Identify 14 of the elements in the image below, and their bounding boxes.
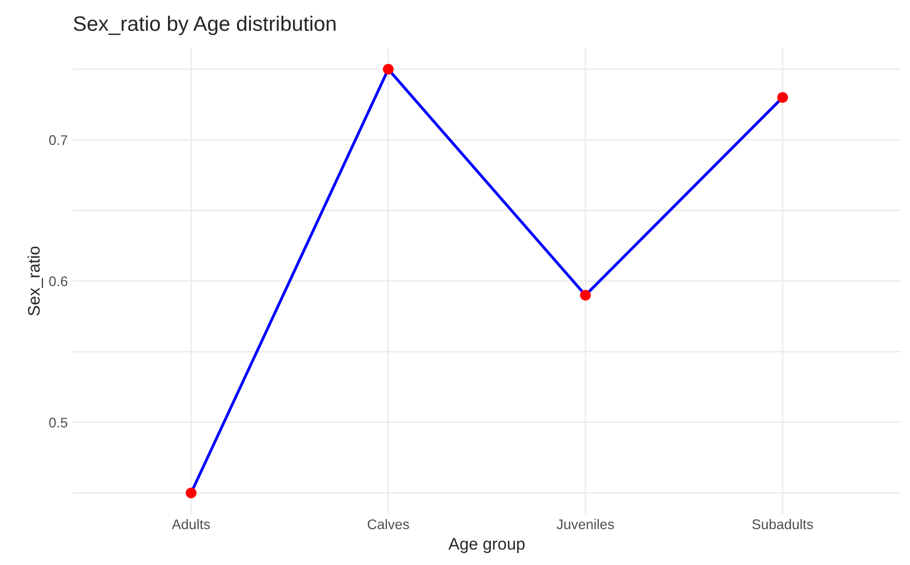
y-tick-label: 0.7 (49, 135, 68, 146)
point (186, 488, 196, 498)
point (777, 92, 788, 103)
x-tick-label: Subadults (752, 519, 813, 530)
x-tick-label: Adults (172, 519, 210, 530)
x-tick-label: Calves (368, 519, 409, 530)
y-axis-title: Sex_ratio (28, 246, 43, 316)
point (580, 290, 591, 301)
y-tick-label: 0.6 (49, 276, 68, 286)
x-axis-title: Age group (448, 538, 525, 554)
chart-title: Sex_ratio by Age distribution (74, 16, 336, 36)
x-tick-label: Juveniles (556, 519, 614, 530)
point (382, 64, 394, 75)
y-tick-label: 0.5 (49, 418, 68, 428)
